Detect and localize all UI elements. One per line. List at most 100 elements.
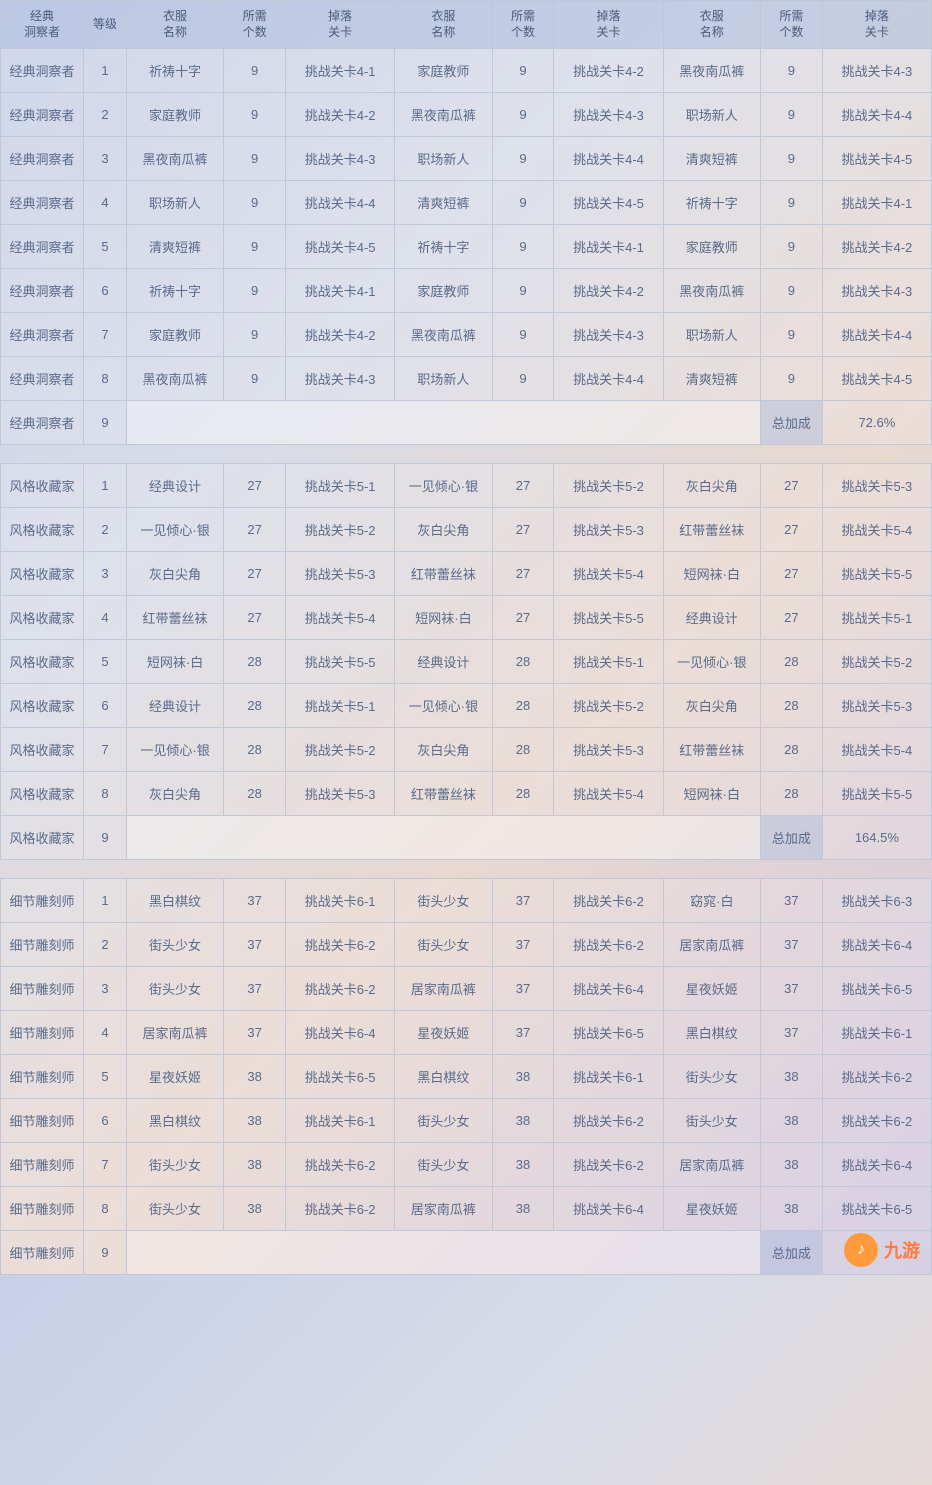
col-header: 所需个数 (224, 1, 286, 49)
role-cell: 风格收藏家 (1, 684, 84, 728)
stage-cell: 挑战关卡6-2 (286, 967, 395, 1011)
item-name-cell: 居家南瓜裤 (663, 1143, 760, 1187)
col-header: 衣服名称 (663, 1, 760, 49)
qty-cell: 27 (492, 508, 554, 552)
level-cell: 6 (84, 684, 127, 728)
qty-cell: 9 (224, 93, 286, 137)
level-cell: 9 (84, 401, 127, 445)
role-cell: 风格收藏家 (1, 508, 84, 552)
item-name-cell: 红带蕾丝袜 (663, 508, 760, 552)
stage-cell: 挑战关卡4-1 (286, 269, 395, 313)
stage-cell: 挑战关卡5-2 (554, 684, 663, 728)
qty-cell: 9 (761, 181, 823, 225)
item-name-cell: 一见倾心·银 (126, 508, 223, 552)
level-cell: 5 (84, 225, 127, 269)
item-name-cell: 居家南瓜裤 (395, 1187, 492, 1231)
stage-cell: 挑战关卡5-4 (286, 596, 395, 640)
qty-cell: 37 (224, 1011, 286, 1055)
col-header: 等级 (84, 1, 127, 49)
qty-cell: 38 (224, 1187, 286, 1231)
item-name-cell: 黑白棋纹 (126, 1099, 223, 1143)
stage-cell: 挑战关卡4-2 (554, 269, 663, 313)
stage-cell: 挑战关卡5-3 (286, 772, 395, 816)
item-name-cell: 职场新人 (395, 137, 492, 181)
qty-cell: 9 (224, 181, 286, 225)
role-cell: 细节雕刻师 (1, 967, 84, 1011)
stage-cell: 挑战关卡6-4 (822, 1143, 931, 1187)
table-row: 经典洞察者1祈祷十字9挑战关卡4-1家庭教师9挑战关卡4-2黑夜南瓜裤9挑战关卡… (1, 49, 932, 93)
stage-cell: 挑战关卡5-1 (286, 464, 395, 508)
stage-cell: 挑战关卡4-5 (822, 357, 931, 401)
qty-cell: 27 (492, 464, 554, 508)
qty-cell: 38 (492, 1099, 554, 1143)
qty-cell: 28 (224, 728, 286, 772)
role-cell: 经典洞察者 (1, 313, 84, 357)
qty-cell: 28 (224, 640, 286, 684)
logo-text: 九游 (884, 1237, 920, 1263)
item-name-cell: 街头少女 (126, 1187, 223, 1231)
role-cell: 风格收藏家 (1, 464, 84, 508)
qty-cell: 37 (224, 923, 286, 967)
item-name-cell: 星夜妖姬 (663, 967, 760, 1011)
qty-cell: 28 (492, 640, 554, 684)
level-cell: 5 (84, 1055, 127, 1099)
qty-cell: 38 (224, 1143, 286, 1187)
stage-cell: 挑战关卡4-5 (822, 137, 931, 181)
col-header: 衣服名称 (126, 1, 223, 49)
qty-cell: 9 (492, 313, 554, 357)
qty-cell: 38 (761, 1143, 823, 1187)
item-name-cell: 短网袜·白 (663, 552, 760, 596)
item-name-cell: 红带蕾丝袜 (126, 596, 223, 640)
stage-cell: 挑战关卡6-5 (822, 1187, 931, 1231)
item-name-cell: 街头少女 (395, 879, 492, 923)
level-cell: 7 (84, 1143, 127, 1187)
role-cell: 细节雕刻师 (1, 1231, 84, 1275)
level-cell: 5 (84, 640, 127, 684)
qty-cell: 9 (761, 313, 823, 357)
col-header: 所需个数 (492, 1, 554, 49)
role-cell: 经典洞察者 (1, 401, 84, 445)
item-name-cell: 一见倾心·银 (395, 684, 492, 728)
table-row: 经典洞察者3黑夜南瓜裤9挑战关卡4-3职场新人9挑战关卡4-4清爽短裤9挑战关卡… (1, 137, 932, 181)
item-name-cell: 黑白棋纹 (395, 1055, 492, 1099)
summary-label-cell: 总加成 (761, 1231, 823, 1275)
stage-cell: 挑战关卡6-2 (286, 1143, 395, 1187)
item-name-cell: 街头少女 (395, 923, 492, 967)
level-cell: 8 (84, 772, 127, 816)
section-table: 经典洞察者等级衣服名称所需个数掉落关卡衣服名称所需个数掉落关卡衣服名称所需个数掉… (0, 0, 932, 445)
item-name-cell: 灰白尖角 (126, 552, 223, 596)
stage-cell: 挑战关卡6-4 (554, 967, 663, 1011)
stage-cell: 挑战关卡5-5 (554, 596, 663, 640)
table-row: 细节雕刻师4居家南瓜裤37挑战关卡6-4星夜妖姬37挑战关卡6-5黑白棋纹37挑… (1, 1011, 932, 1055)
item-name-cell: 家庭教师 (126, 313, 223, 357)
stage-cell: 挑战关卡6-2 (286, 923, 395, 967)
table-row: 风格收藏家4红带蕾丝袜27挑战关卡5-4短网袜·白27挑战关卡5-5经典设计27… (1, 596, 932, 640)
stage-cell: 挑战关卡4-4 (554, 137, 663, 181)
stage-cell: 挑战关卡5-5 (286, 640, 395, 684)
level-cell: 6 (84, 269, 127, 313)
stage-cell: 挑战关卡6-2 (554, 1099, 663, 1143)
role-cell: 经典洞察者 (1, 93, 84, 137)
qty-cell: 9 (492, 181, 554, 225)
item-name-cell: 清爽短裤 (126, 225, 223, 269)
col-header: 经典洞察者 (1, 1, 84, 49)
qty-cell: 37 (224, 967, 286, 1011)
qty-cell: 37 (492, 967, 554, 1011)
item-name-cell: 一见倾心·银 (395, 464, 492, 508)
stage-cell: 挑战关卡4-2 (286, 93, 395, 137)
stage-cell: 挑战关卡6-2 (554, 923, 663, 967)
table-row: 细节雕刻师2街头少女37挑战关卡6-2街头少女37挑战关卡6-2居家南瓜裤37挑… (1, 923, 932, 967)
col-header: 掉落关卡 (822, 1, 931, 49)
item-name-cell: 黑夜南瓜裤 (395, 313, 492, 357)
stage-cell: 挑战关卡6-2 (286, 1187, 395, 1231)
item-name-cell: 居家南瓜裤 (395, 967, 492, 1011)
level-cell: 1 (84, 879, 127, 923)
logo-icon: ♪ (844, 1233, 878, 1267)
item-name-cell: 黑夜南瓜裤 (395, 93, 492, 137)
qty-cell: 27 (761, 508, 823, 552)
table-row: 经典洞察者4职场新人9挑战关卡4-4清爽短裤9挑战关卡4-5祈祷十字9挑战关卡4… (1, 181, 932, 225)
stage-cell: 挑战关卡4-3 (822, 269, 931, 313)
item-name-cell: 清爽短裤 (663, 137, 760, 181)
qty-cell: 27 (761, 552, 823, 596)
summary-row: 风格收藏家9总加成164.5% (1, 816, 932, 860)
